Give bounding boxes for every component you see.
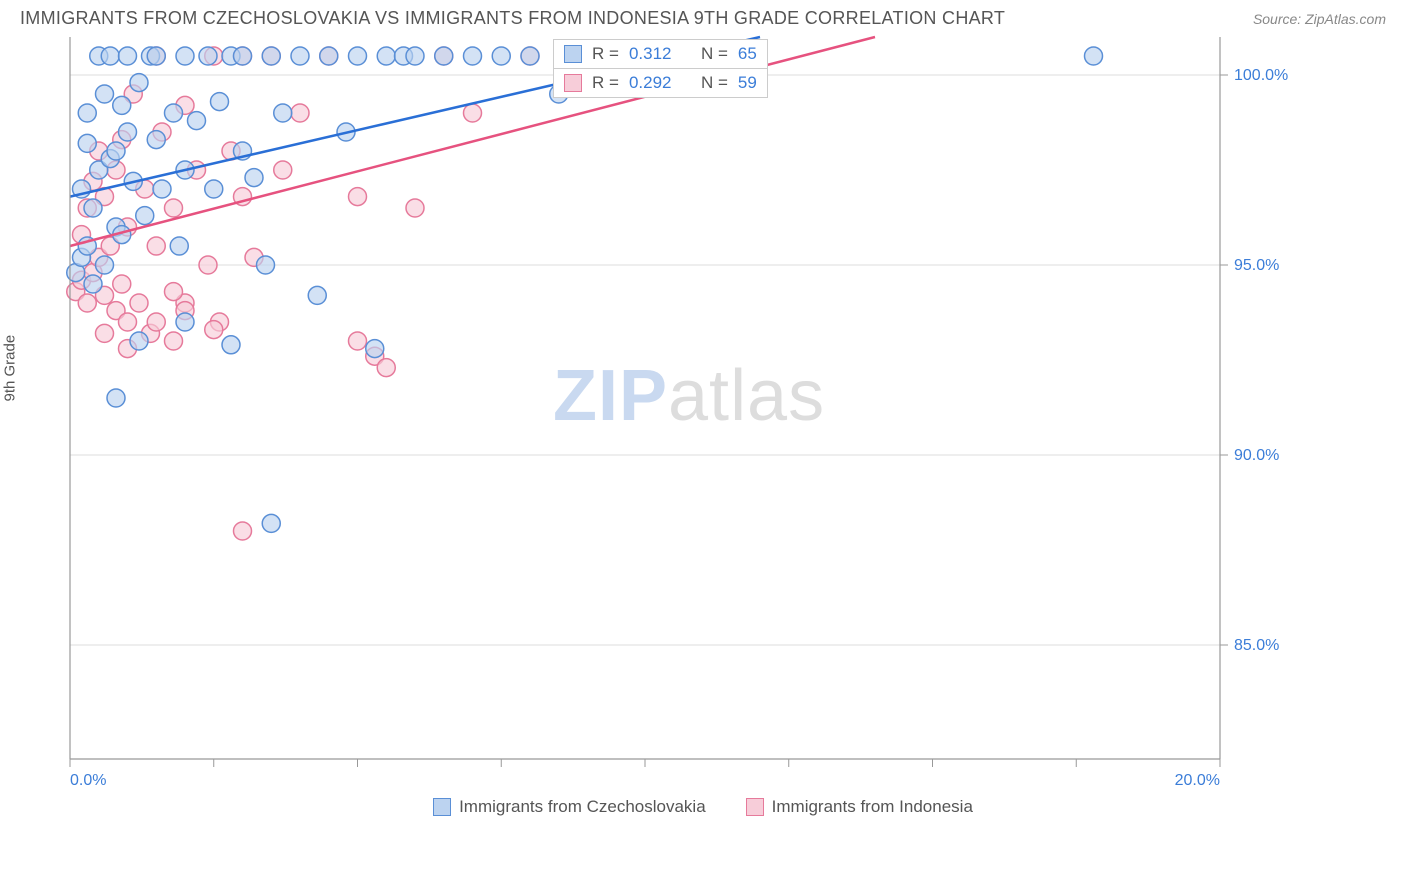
source-label: Source: ZipAtlas.com — [1253, 11, 1386, 27]
scatter-chart: 0.0% 20.0% 85.0% 90.0% 95.0% 100.0% — [20, 33, 1300, 793]
chart-area: 9th Grade 0.0%20.0%85.0%90.0%95.0%100.0%… — [20, 33, 1386, 793]
correlation-legend: R =0.312 N =65R =0.292 N =59 — [553, 39, 768, 98]
legend-swatch — [564, 45, 582, 63]
header: IMMIGRANTS FROM CZECHOSLOVAKIA VS IMMIGR… — [0, 0, 1406, 33]
legend-label: Immigrants from Indonesia — [772, 797, 973, 817]
legend-swatch — [564, 74, 582, 92]
legend-item: Immigrants from Indonesia — [746, 797, 973, 817]
y-axis-label: 9th Grade — [2, 335, 19, 402]
legend-swatch — [433, 798, 451, 816]
legend-row: R =0.292 N =59 — [554, 69, 767, 97]
svg-text:0.0%: 0.0% — [70, 772, 106, 789]
legend-label: Immigrants from Czechoslovakia — [459, 797, 706, 817]
legend-row: R =0.312 N =65 — [554, 40, 767, 69]
legend-swatch — [746, 798, 764, 816]
chart-title: IMMIGRANTS FROM CZECHOSLOVAKIA VS IMMIGR… — [20, 8, 1005, 29]
svg-text:20.0%: 20.0% — [1175, 772, 1220, 789]
series-legend: Immigrants from Czechoslovakia Immigrants… — [0, 797, 1406, 817]
svg-text:85.0%: 85.0% — [1234, 637, 1279, 654]
svg-text:100.0%: 100.0% — [1234, 67, 1288, 84]
svg-text:90.0%: 90.0% — [1234, 447, 1279, 464]
svg-text:95.0%: 95.0% — [1234, 257, 1279, 274]
legend-item: Immigrants from Czechoslovakia — [433, 797, 706, 817]
